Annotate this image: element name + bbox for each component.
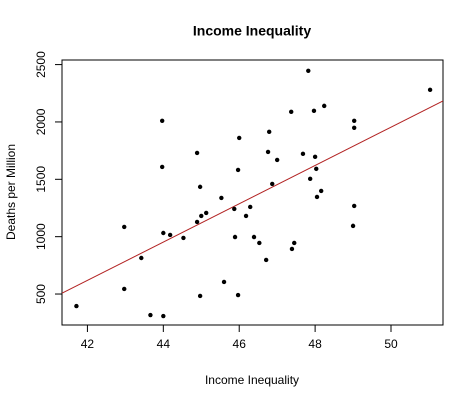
point [318,188,324,194]
point [232,206,237,212]
point [350,223,356,229]
point [312,154,318,160]
y-tick-label: 2000 [34,108,48,135]
point [265,149,271,155]
point [248,204,253,210]
x-tick-label: 42 [81,337,95,351]
chart-title: Income Inequality [193,23,311,39]
point [292,240,297,246]
point [251,234,257,240]
point [235,292,241,298]
point [161,230,166,236]
point [197,293,203,299]
point [159,164,165,170]
x-tick-label: 48 [308,337,322,351]
point [232,234,238,240]
point [194,219,200,225]
point [314,194,320,200]
point [139,255,144,261]
point [194,150,200,156]
point [161,313,166,319]
point [122,224,127,230]
point [300,151,306,157]
y-tick-label: 500 [34,284,48,304]
point [221,279,227,285]
point [148,312,153,318]
point [289,109,294,115]
point [322,103,327,109]
plot-box [61,59,444,326]
y-tick-label: 1500 [34,166,48,193]
point [427,87,433,93]
point [167,232,173,238]
point [314,166,319,172]
point [197,184,203,190]
point [263,257,269,263]
x-tick-label: 50 [384,337,398,351]
point [352,125,357,130]
point [257,240,262,246]
point [306,68,311,73]
y-axis-label: Deaths per Million [4,144,18,240]
y-tick-label: 1000 [34,223,48,250]
point [74,303,79,309]
point [159,118,165,124]
point [243,213,249,219]
x-tick-label: 46 [233,337,247,351]
point [270,181,275,187]
point [204,210,209,216]
point [219,195,224,201]
point [122,286,127,292]
point [311,108,317,114]
y-tick-label: 2500 [34,51,48,78]
point [307,176,313,182]
point [352,118,357,124]
point [289,246,295,252]
point [237,135,242,141]
point [199,213,204,219]
point [274,157,280,163]
trend-line [62,100,443,294]
point [235,167,241,173]
x-tick-label: 44 [157,337,171,351]
point [352,203,357,209]
point [266,129,272,135]
point [181,235,186,241]
x-axis-label: Income Inequality [205,373,299,387]
